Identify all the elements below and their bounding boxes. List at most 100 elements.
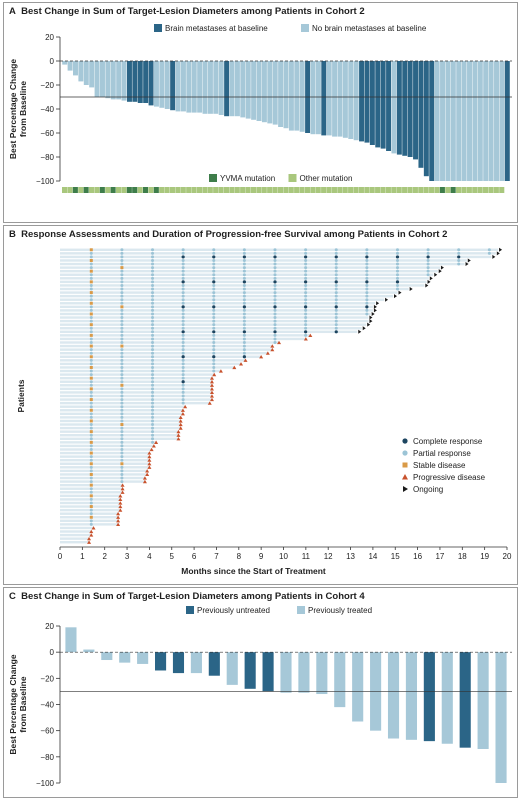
mutation-cell [407,187,413,193]
ongoing-marker [429,276,433,281]
partial-response-marker [120,333,124,337]
progressive-disease-marker [178,426,183,430]
partial-response-marker [487,251,491,255]
partial-response-marker [120,472,124,476]
partial-response-marker [365,251,369,255]
progressive-disease-marker [142,479,147,484]
partial-response-marker [242,312,246,316]
stable-disease-marker [89,451,93,455]
partial-response-marker [120,480,124,484]
complete-response-marker [334,255,338,259]
mutation-cell [229,187,235,193]
partial-response-marker [120,362,124,366]
partial-response-marker [395,248,399,252]
patient-lane [60,458,150,462]
bar [137,652,149,664]
partial-response-marker [181,308,185,312]
bar [132,61,138,102]
partial-response-marker [365,248,369,252]
partial-response-marker [304,283,308,287]
partial-response-marker [89,447,93,451]
mutation-cell [331,187,337,193]
partial-response-marker [242,301,246,305]
stable-disease-marker [89,515,93,519]
mutation-cell [483,187,489,193]
partial-response-marker [151,276,155,280]
partial-response-marker [426,262,430,266]
panel-c-title: C Best Change in Sum of Target-Lesion Di… [9,591,365,602]
partial-response-marker [151,333,155,337]
bar [459,652,471,748]
bar [504,61,510,181]
bar [434,61,440,181]
waterfall-chart-cohort-2: 20 0 −20 −40 −60 −80 −100 Best Percentage Chang… [8,24,512,193]
ongoing-marker [425,283,429,288]
progressive-disease-marker [209,376,214,380]
ongoing-marker [376,301,380,306]
partial-response-marker [151,301,155,305]
partial-response-marker [395,266,399,270]
y-tick-label: −80 [40,753,54,762]
bar [213,61,219,114]
partial-response-marker [365,291,369,295]
bar [477,652,489,749]
patient-lane [60,302,376,305]
partial-response-marker [304,333,308,337]
partial-response-marker [273,326,277,330]
partial-response-marker [151,405,155,409]
partial-response-marker [181,348,185,352]
partial-response-marker [151,351,155,355]
complete-response-marker [304,305,308,309]
y-axis-title: Patients [16,379,26,412]
mutation-cell [245,187,251,193]
stable-disease-marker [89,333,93,337]
partial-response-marker [151,266,155,270]
partial-response-marker [242,308,246,312]
bar [180,61,186,112]
waterfall-chart-cohort-4: 20 0 −20 −40 −60 −80 −100 Best Percentage Chang… [8,606,512,788]
partial-response-marker [151,430,155,434]
patient-lane [60,369,221,373]
mutation-cell [175,187,181,193]
patient-lane [60,444,154,448]
complete-response-marker [426,255,430,259]
partial-response-marker [334,312,338,316]
partial-response-marker [120,405,124,409]
bar [119,652,131,663]
partial-response-marker [212,333,216,337]
partial-response-marker [120,298,124,302]
mutation-cell [294,187,300,193]
progressive-disease-marker [218,369,223,373]
partial-response-marker [334,319,338,323]
complete-response-marker [273,255,277,259]
legend-label: Ongoing [413,485,443,494]
partial-response-marker [89,390,93,394]
partial-response-marker [120,294,124,298]
mutation-cell [283,187,289,193]
partial-response-marker [120,323,124,327]
complete-response-marker [273,305,277,309]
ongoing-marker [438,269,442,274]
partial-response-marker [89,298,93,302]
progressive-disease-marker [145,469,150,473]
bar [159,61,165,108]
partial-response-marker [273,269,277,273]
x-tick-label: 1 [80,552,85,561]
progressive-disease-marker [209,379,214,384]
bar [332,61,338,137]
partial-response-marker [395,276,399,280]
partial-response-marker [151,341,155,345]
partial-response-marker [151,426,155,430]
bar [256,61,262,121]
bar [83,649,95,653]
partial-response-marker [151,365,155,369]
bar [245,61,251,119]
legend-label: Previously untreated [197,606,270,615]
bar [155,652,167,671]
partial-response-marker [120,276,124,280]
mutation-cell [137,187,143,193]
stable-disease-marker [120,462,124,466]
partial-response-marker [334,294,338,298]
partial-response-marker [120,444,124,448]
partial-response-marker [181,294,185,298]
